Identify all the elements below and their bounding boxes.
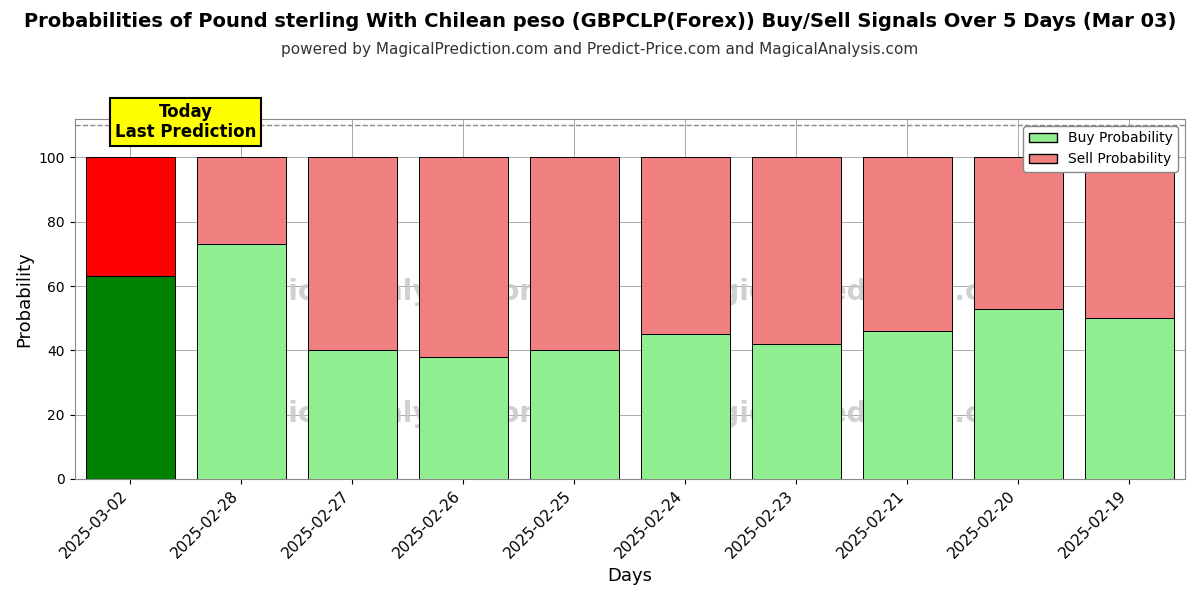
Text: MagicalPrediction.com: MagicalPrediction.com xyxy=(673,278,1030,305)
Bar xyxy=(974,308,1063,479)
Bar xyxy=(197,157,286,244)
Bar xyxy=(197,244,286,479)
Text: powered by MagicalPrediction.com and Predict-Price.com and MagicalAnalysis.com: powered by MagicalPrediction.com and Pre… xyxy=(281,42,919,57)
Bar xyxy=(308,157,397,350)
Bar xyxy=(85,277,174,479)
Y-axis label: Probability: Probability xyxy=(16,251,34,347)
Bar xyxy=(752,157,841,344)
Bar xyxy=(419,157,508,357)
Legend: Buy Probability, Sell Probability: Buy Probability, Sell Probability xyxy=(1024,126,1178,172)
Text: Probabilities of Pound sterling With Chilean peso (GBPCLP(Forex)) Buy/Sell Signa: Probabilities of Pound sterling With Chi… xyxy=(24,12,1176,31)
Bar xyxy=(752,344,841,479)
Bar xyxy=(641,157,730,334)
Text: MagicalPrediction.com: MagicalPrediction.com xyxy=(673,400,1030,428)
Bar xyxy=(1085,157,1174,318)
Bar xyxy=(530,350,619,479)
Text: Today
Last Prediction: Today Last Prediction xyxy=(115,103,257,142)
Bar xyxy=(419,357,508,479)
Bar xyxy=(85,157,174,277)
Bar xyxy=(863,157,952,331)
Text: MagicalAnalysis.com: MagicalAnalysis.com xyxy=(222,278,548,305)
Bar xyxy=(1085,318,1174,479)
X-axis label: Days: Days xyxy=(607,567,653,585)
Bar xyxy=(308,350,397,479)
Bar xyxy=(863,331,952,479)
Bar xyxy=(641,334,730,479)
Text: MagicalAnalysis.com: MagicalAnalysis.com xyxy=(222,400,548,428)
Bar xyxy=(974,157,1063,308)
Bar xyxy=(530,157,619,350)
